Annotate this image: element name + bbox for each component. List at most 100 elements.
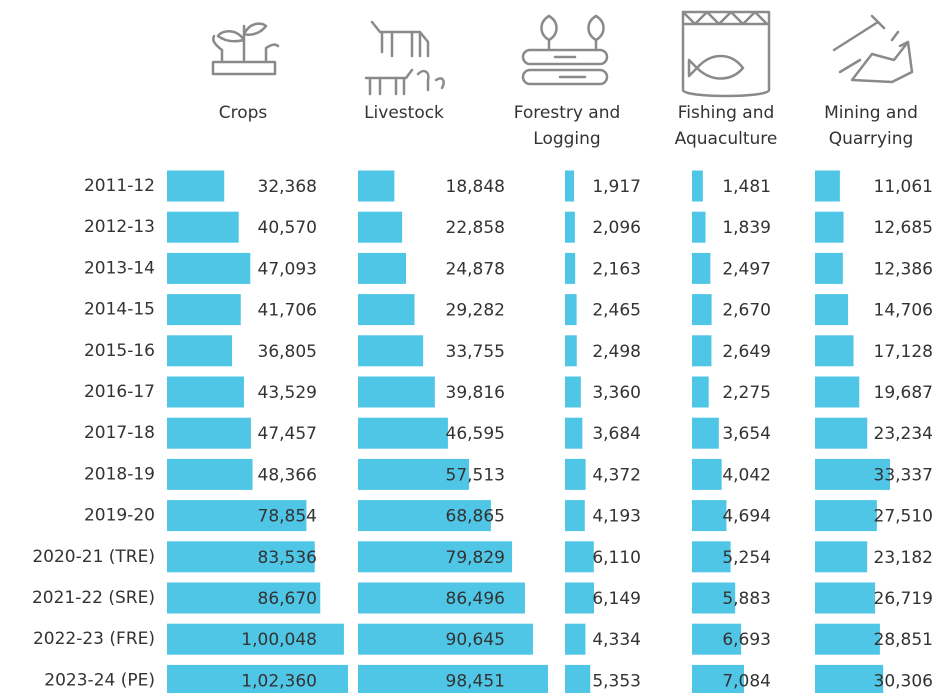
bar: [692, 582, 736, 614]
value-label: 47,457: [258, 424, 317, 444]
value-label: 26,719: [874, 589, 933, 609]
bar: [815, 500, 877, 532]
bar: [565, 664, 591, 693]
value-label: 3,360: [592, 383, 641, 403]
bar: [692, 664, 744, 693]
value-label: 86,670: [258, 589, 317, 609]
bar: [565, 294, 577, 326]
bar: [167, 664, 348, 693]
value-label: 32,368: [258, 177, 317, 197]
column-header: Livestock: [364, 103, 444, 123]
bar: [692, 417, 719, 449]
row-label: 2017-18: [84, 423, 155, 443]
value-label: 33,755: [446, 342, 505, 362]
row-label: 2022-23 (FRE): [33, 629, 155, 649]
value-label: 23,234: [874, 424, 933, 444]
row-label: 2019-20: [84, 506, 155, 526]
value-label: 4,694: [722, 507, 771, 527]
bar: [692, 500, 727, 532]
bar: [167, 376, 244, 408]
bar: [565, 417, 583, 449]
value-label: 5,254: [722, 548, 771, 568]
value-label: 2,275: [722, 383, 771, 403]
bar: [565, 458, 586, 490]
bar: [167, 294, 241, 326]
row-label: 2015-16: [84, 341, 155, 361]
mining-icon: [832, 14, 914, 84]
bar: [358, 623, 533, 655]
bar: [358, 211, 403, 243]
bar: [358, 335, 424, 367]
bar: [167, 252, 251, 284]
bar: [815, 664, 884, 693]
bar: [167, 623, 344, 655]
value-label: 12,386: [874, 259, 933, 279]
value-label: 3,654: [722, 424, 771, 444]
value-label: 22,858: [446, 218, 505, 238]
value-label: 83,536: [258, 548, 317, 568]
row-label: 2012-13: [84, 217, 155, 237]
value-label: 27,510: [874, 507, 933, 527]
column-header: Mining and Quarrying: [824, 103, 918, 149]
value-label: 47,093: [258, 259, 317, 279]
value-label: 57,513: [446, 465, 505, 485]
bar: [565, 582, 594, 614]
value-label: 6,693: [722, 630, 771, 650]
bar: [167, 170, 225, 202]
fishing-icon: [681, 10, 771, 98]
value-label: 4,042: [722, 465, 771, 485]
value-label: 11,061: [874, 177, 933, 197]
bar: [358, 170, 395, 202]
bar: [815, 541, 868, 573]
bar: [358, 252, 407, 284]
row-label: 2011-12: [84, 176, 155, 196]
bar: [565, 170, 575, 202]
value-label: 68,865: [446, 507, 505, 527]
value-label: 4,372: [592, 465, 641, 485]
value-label: 98,451: [446, 671, 505, 691]
bar: [358, 582, 525, 614]
value-label: 41,706: [258, 301, 317, 321]
bar: [167, 500, 307, 532]
value-label: 1,917: [592, 177, 641, 197]
row-label: 2021-22 (SRE): [32, 588, 155, 608]
bar: [167, 541, 315, 573]
row-label: 2018-19: [84, 464, 155, 484]
bar: [565, 376, 581, 408]
value-label: 6,149: [592, 589, 641, 609]
value-label: 7,084: [722, 671, 771, 691]
value-label: 1,00,048: [241, 630, 317, 650]
value-label: 86,496: [446, 589, 505, 609]
bar: [358, 376, 435, 408]
value-label: 78,854: [258, 507, 317, 527]
bar: [815, 211, 844, 243]
value-label: 5,883: [722, 589, 771, 609]
row-label: 2016-17: [84, 382, 155, 402]
bar: [565, 211, 575, 243]
column-header: Fishing and Aquaculture: [674, 103, 778, 149]
bar: [167, 417, 251, 449]
bar: [565, 335, 577, 367]
value-label: 2,096: [592, 218, 641, 238]
bar: [565, 500, 585, 532]
bar: [167, 582, 321, 614]
row-label: 2020-21 (TRE): [32, 547, 155, 567]
forestry-icon: [521, 14, 609, 86]
row-label: 2013-14: [84, 258, 155, 278]
bar: [692, 294, 712, 326]
value-label: 18,848: [446, 177, 505, 197]
bar: [358, 541, 513, 573]
value-label: 43,529: [258, 383, 317, 403]
column-header: Crops: [218, 103, 268, 123]
value-label: 36,805: [258, 342, 317, 362]
value-label: 12,685: [874, 218, 933, 238]
bar: [692, 458, 722, 490]
bar: [815, 335, 854, 367]
row-label: 2014-15: [84, 300, 155, 320]
bar: [358, 294, 415, 326]
value-label: 17,128: [874, 342, 933, 362]
value-label: 3,684: [592, 424, 641, 444]
value-label: 29,282: [446, 301, 505, 321]
